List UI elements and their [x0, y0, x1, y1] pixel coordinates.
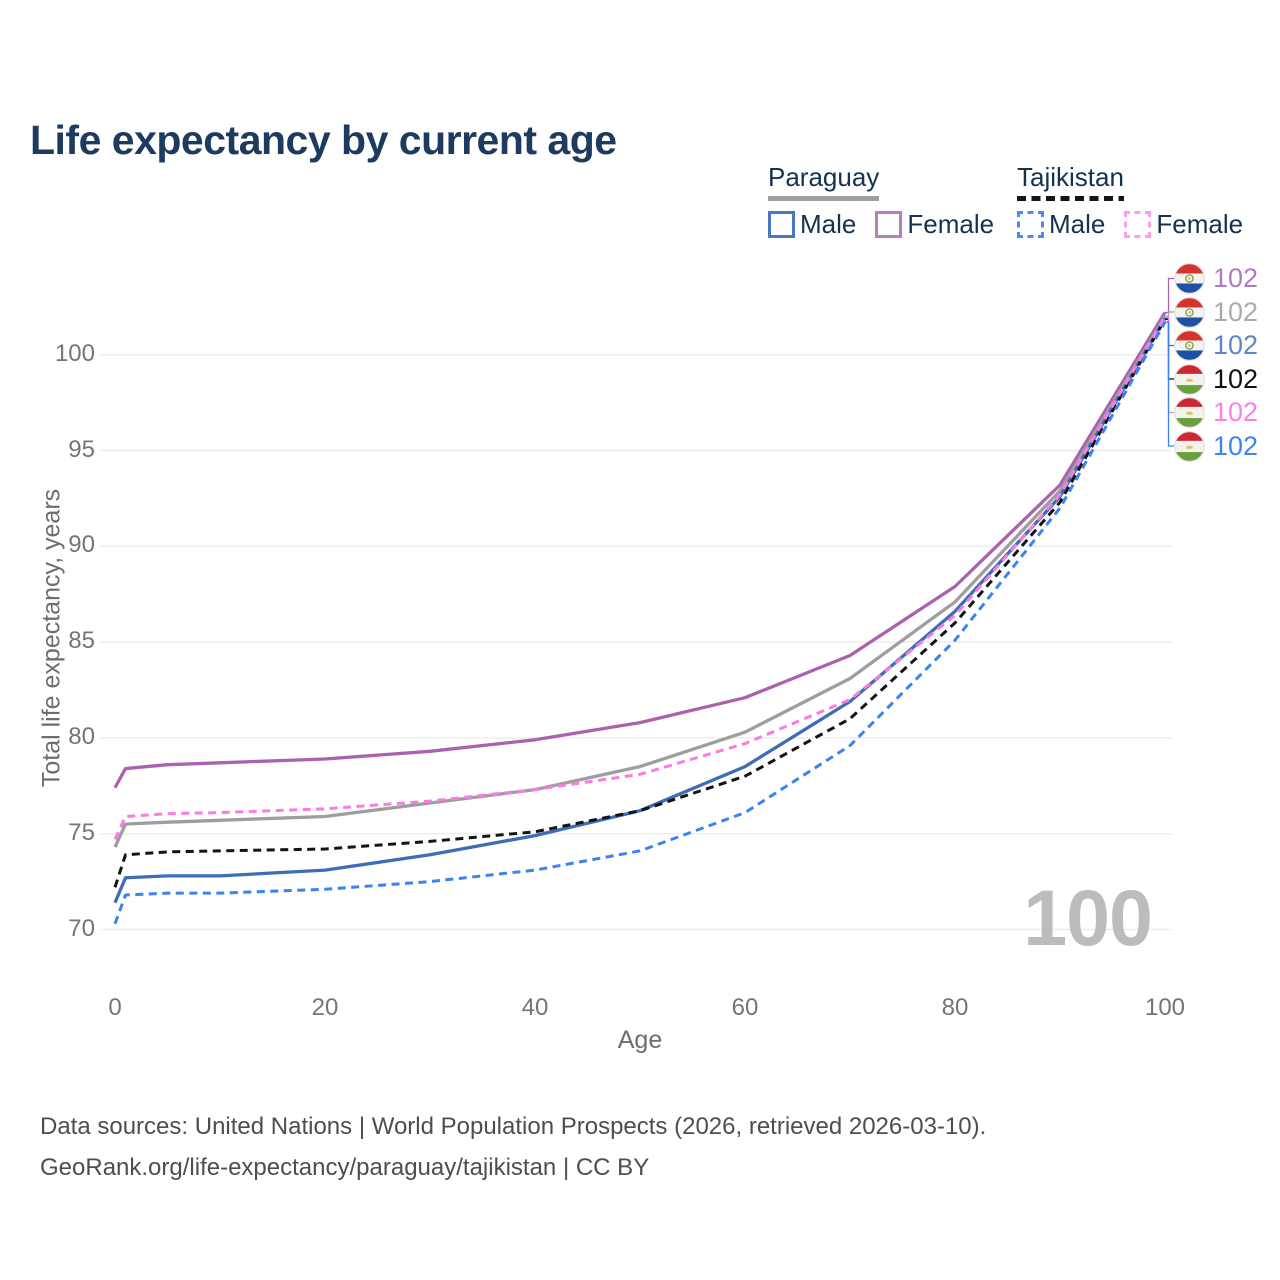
series-end-label-paraguay-both: 102 — [1174, 297, 1258, 328]
paraguay-female-swatch-icon[interactable] — [875, 210, 903, 238]
x-axis-tick-label: 80 — [941, 994, 969, 1021]
x-axis-tick-label: 100 — [1144, 994, 1186, 1021]
tajikistan-flag-icon — [1174, 397, 1205, 428]
series-line-tajikistan-male — [113, 321, 1167, 925]
series-line-paraguay-female — [113, 311, 1167, 789]
paraguay-flag-icon — [1174, 330, 1205, 361]
series-end-value: 102 — [1213, 263, 1259, 293]
legend-row-paraguay: Male Female — [768, 209, 994, 240]
paraguay-male-swatch-icon[interactable] — [768, 210, 795, 238]
x-axis-tick-label: 40 — [521, 994, 549, 1021]
legend-group-tajikistan: Tajikistan Male Female — [1017, 162, 1243, 240]
legend-item-label[interactable]: Female — [1156, 208, 1244, 239]
series-end-value: 102 — [1213, 330, 1259, 360]
x-axis-tick-label: 60 — [731, 994, 759, 1021]
legend-item-label[interactable]: Female — [907, 208, 995, 239]
page-title: Life expectancy by current age — [30, 117, 617, 164]
legend-row-tajikistan: Male Female — [1017, 209, 1243, 240]
attribution-text: GeoRank.org/life-expectancy/paraguay/taj… — [40, 1154, 650, 1181]
footer: Data sources: United Nations | World Pop… — [40, 1106, 986, 1188]
tajikistan-female-swatch-icon[interactable] — [1124, 210, 1152, 238]
series-line-tajikistan-female — [113, 316, 1167, 841]
label-leader-line — [1165, 277, 1174, 314]
legend-country-label: Paraguay — [768, 162, 880, 192]
y-axis-tick-label: 95 — [68, 435, 95, 463]
y-axis-tick-label: 75 — [68, 818, 95, 846]
series-line-tajikistan-both-sexes — [113, 318, 1167, 888]
label-leader-line — [1165, 311, 1174, 318]
series-line-paraguay-male — [113, 317, 1167, 904]
series-end-label-tajikistan-female: 102 — [1174, 397, 1258, 428]
y-axis-tick-label: 100 — [54, 339, 95, 367]
x-axis-tick-label: 0 — [108, 994, 122, 1021]
label-leader-line — [1165, 321, 1174, 447]
series-end-value: 102 — [1213, 296, 1259, 327]
y-axis-tick-label: 85 — [68, 627, 95, 655]
paraguay-line-style-swatch — [768, 196, 880, 201]
legend-country-paraguay[interactable]: Paraguay — [768, 162, 880, 201]
legend-item-label[interactable]: Male — [800, 208, 857, 239]
current-age-indicator: 100 — [1023, 873, 1153, 962]
legend-country-tajikistan[interactable]: Tajikistan — [1017, 162, 1124, 201]
series-end-value: 102 — [1213, 363, 1259, 394]
x-axis-title: Age — [617, 1026, 663, 1054]
series-end-label-tajikistan-both: 102 — [1174, 364, 1258, 395]
series-end-value: 102 — [1213, 397, 1259, 427]
tajikistan-line-style-swatch — [1017, 196, 1124, 201]
x-axis-tick-label: 20 — [311, 994, 339, 1021]
series-end-label-paraguay-female: 102 — [1174, 263, 1258, 294]
y-axis-tick-label: 90 — [68, 531, 95, 559]
legend-group-paraguay: Paraguay Male Female — [768, 162, 994, 240]
tajikistan-flag-icon — [1174, 363, 1205, 395]
label-leader-line — [1165, 318, 1174, 380]
paraguay-flag-icon — [1174, 263, 1205, 294]
y-axis-tick-label: 70 — [68, 914, 95, 942]
series-end-label-tajikistan-male: 102 — [1174, 431, 1258, 462]
label-leader-line — [1165, 316, 1174, 414]
y-axis-tick-label: 80 — [68, 722, 95, 750]
series-end-value: 102 — [1213, 430, 1259, 461]
tajikistan-flag-icon — [1174, 430, 1205, 462]
legend-item-label[interactable]: Male — [1049, 208, 1106, 239]
tajikistan-male-swatch-icon[interactable] — [1017, 210, 1044, 238]
series-end-label-paraguay-male: 102 — [1174, 330, 1258, 361]
data-sources-text: Data sources: United Nations | World Pop… — [40, 1113, 987, 1140]
legend-country-label: Tajikistan — [1017, 162, 1124, 192]
paraguay-flag-icon — [1174, 296, 1205, 328]
series-line-paraguay-both-sexes — [113, 315, 1167, 848]
